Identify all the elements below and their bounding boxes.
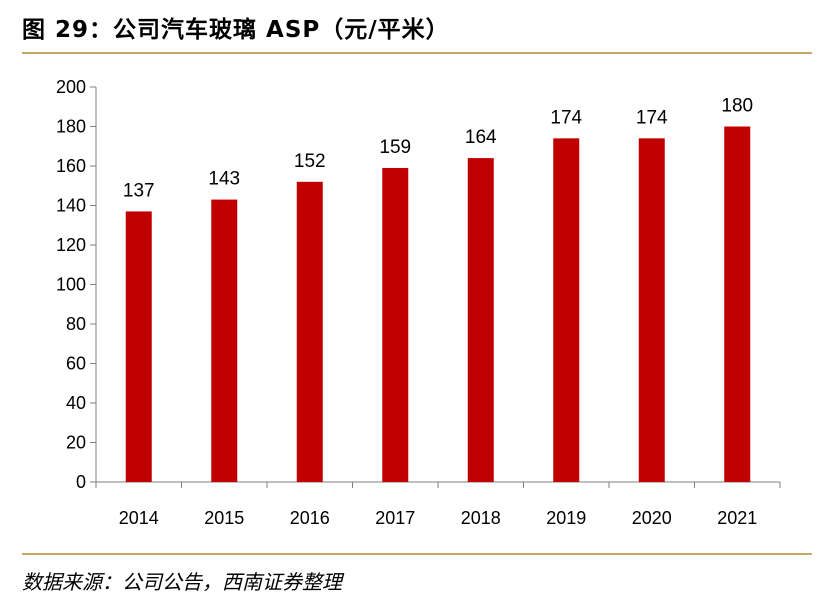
x-tick-label: 2018 <box>461 508 501 528</box>
data-label-2021: 180 <box>721 96 753 117</box>
data-label-2020: 174 <box>636 107 668 128</box>
source-note: 数据来源：公司公告，西南证券整理 <box>22 570 342 594</box>
bar-2015 <box>211 199 238 482</box>
bar-2017 <box>382 167 409 482</box>
data-label-2014: 137 <box>123 180 155 201</box>
data-label-2017: 159 <box>379 137 411 158</box>
x-tick-label: 2021 <box>717 508 757 528</box>
y-tick-label: 0 <box>76 472 86 492</box>
y-tick-label: 160 <box>56 156 86 176</box>
x-axis: 2014 2015 2016 2017 2018 2019 2020 2021 <box>95 481 781 528</box>
data-label-2019: 174 <box>550 107 582 128</box>
x-tick-label: 2017 <box>375 508 415 528</box>
y-axis: 0 20 40 60 80 100 120 140 160 180 200 <box>56 77 97 492</box>
y-tick-label: 100 <box>56 275 86 295</box>
y-tick-label: 40 <box>66 393 86 413</box>
bar-2016 <box>296 181 323 483</box>
bar-2021 <box>724 126 751 482</box>
bar-2019 <box>553 138 580 482</box>
x-tick-label: 2015 <box>204 508 244 528</box>
title-divider <box>22 52 812 54</box>
y-tick-label: 140 <box>56 196 86 216</box>
y-tick-label: 80 <box>66 314 86 334</box>
y-tick-label: 60 <box>66 354 86 374</box>
x-tick-label: 2016 <box>290 508 330 528</box>
bar-2014 <box>125 211 152 483</box>
figure-title: 图 29：公司汽车玻璃 ASP（元/平米） <box>22 17 450 43</box>
source-divider <box>22 553 812 555</box>
data-label-2016: 152 <box>294 151 326 172</box>
data-label-2015: 143 <box>208 169 240 190</box>
x-tick-label: 2020 <box>632 508 672 528</box>
y-tick-label: 200 <box>56 77 86 97</box>
y-tick-label: 120 <box>56 235 86 255</box>
bars <box>125 126 751 483</box>
y-tick-label: 20 <box>66 433 86 453</box>
bar-2020 <box>638 138 665 482</box>
data-labels: 137 143 152 159 164 174 174 180 <box>123 96 753 202</box>
data-label-2018: 164 <box>465 127 497 148</box>
bar-2018 <box>467 158 494 482</box>
x-tick-label: 2019 <box>546 508 586 528</box>
x-tick-label: 2014 <box>119 508 159 528</box>
y-tick-label: 180 <box>56 117 86 137</box>
